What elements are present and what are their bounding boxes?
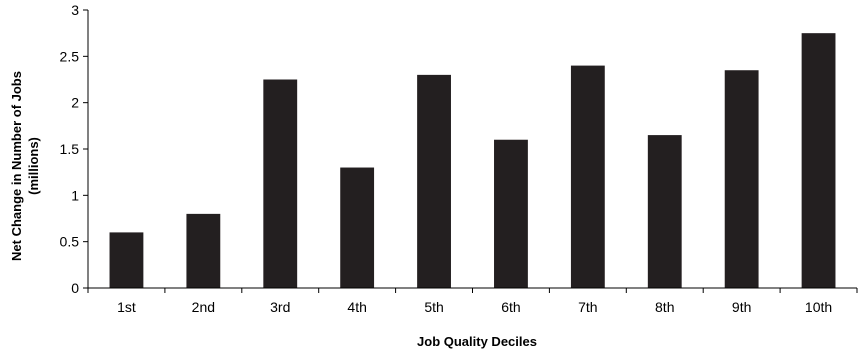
y-tick-label: 0.5 [60, 234, 80, 250]
y-tick-label: 1 [71, 187, 79, 203]
bar-4th [340, 167, 375, 288]
x-axis-title: Job Quality Deciles [417, 334, 537, 349]
bar-5th [417, 74, 451, 289]
labels-layer: 0 0.5 1 1.5 2 2.5 3 1st 2nd 3rd 4th 5th 6th 7th 8th 9th… [60, 2, 833, 315]
x-tick-label: 2nd [192, 299, 215, 315]
y-axis-title: Net Change in Number of Jobs (millions) [9, 71, 41, 261]
y-axis-title-line-2: (millions) [26, 137, 41, 195]
x-tick-label: 1st [117, 299, 136, 315]
bar-1st [109, 232, 144, 288]
x-tick-label: 10th [805, 299, 832, 315]
bars-layer [109, 33, 836, 289]
bar-6th [494, 139, 528, 288]
y-axis-title-line-1: Net Change in Number of Jobs [9, 71, 24, 261]
bar-9th [724, 70, 759, 288]
bar-3rd [263, 79, 298, 288]
x-tick-label: 7th [578, 299, 597, 315]
axes-layer [83, 9, 858, 293]
y-tick-label: 1.5 [60, 141, 80, 157]
y-tick-label: 0 [71, 280, 79, 296]
y-tick-label: 2 [71, 95, 79, 111]
x-tick-label: 3rd [270, 299, 290, 315]
x-tick-label: 4th [347, 299, 366, 315]
bar-7th [570, 65, 605, 288]
x-tick-label: 6th [501, 299, 520, 315]
y-tick-label: 3 [71, 2, 79, 18]
bar-10th [801, 33, 836, 288]
y-tick-label: 2.5 [60, 48, 80, 64]
x-tick-label: 5th [424, 299, 443, 315]
bar-2nd [186, 213, 221, 288]
bar-8th [647, 135, 682, 288]
x-tick-label: 9th [732, 299, 751, 315]
x-tick-label: 8th [655, 299, 674, 315]
